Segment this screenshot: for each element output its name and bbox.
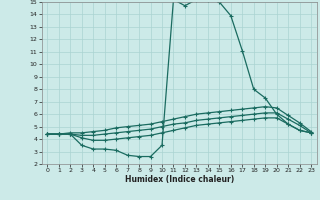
X-axis label: Humidex (Indice chaleur): Humidex (Indice chaleur) xyxy=(124,175,234,184)
